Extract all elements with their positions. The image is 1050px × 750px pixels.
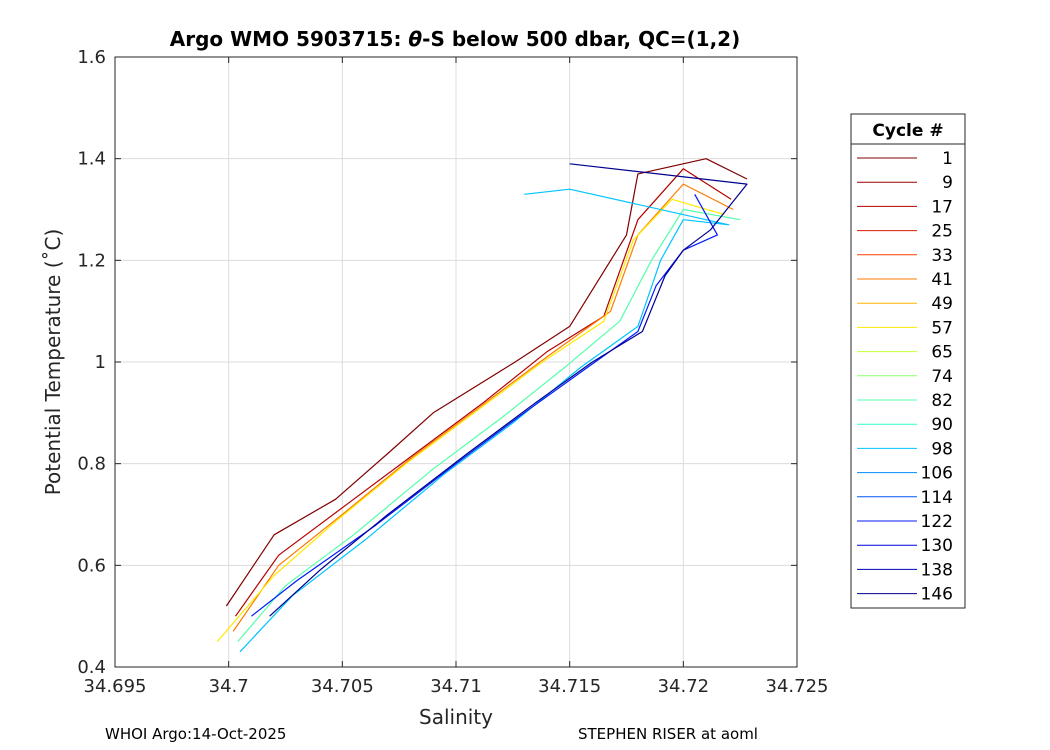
legend-entry-label: 41: [931, 270, 953, 290]
footer-right: STEPHEN RISER at aoml: [578, 725, 758, 743]
y-tick-label: 1.4: [77, 149, 106, 170]
y-tick-label: 1: [95, 352, 106, 373]
legend-entry-label: 74: [931, 367, 953, 387]
legend-entry-label: 138: [921, 560, 953, 580]
legend-entry-label: 9: [942, 173, 953, 193]
legend-entry-label: 106: [921, 464, 953, 484]
x-axis-label: Salinity: [419, 705, 493, 729]
legend-entry-label: 1: [942, 149, 953, 169]
x-tick-label: 34.71: [430, 676, 482, 697]
legend-title: Cycle #: [872, 121, 943, 141]
y-tick-label: 0.4: [77, 657, 106, 678]
footer-left: WHOI Argo:14-Oct-2025: [105, 725, 287, 743]
legend-entry-label: 90: [931, 415, 953, 435]
legend-entry-label: 130: [921, 536, 953, 556]
x-tick-label: 34.725: [766, 676, 829, 697]
series-lines: [216, 158, 748, 653]
legend-entry-label: 82: [931, 391, 953, 411]
x-tick-label: 34.695: [84, 676, 147, 697]
legend-entry-label: 65: [931, 343, 953, 363]
profile-line-cycle-98: [239, 188, 730, 653]
profile-line-cycle-146: [269, 163, 748, 617]
axis-ticks: 34.695 34.7 34.705 34.71 34.715 34.72 34.725 0.…: [77, 47, 828, 697]
legend-entry-label: 57: [931, 318, 953, 338]
y-tick-label: 1.6: [77, 47, 106, 68]
chart-title: Argo WMO 5903715: θ-S below 500 dbar, QC…: [170, 27, 740, 51]
y-tick-label: 0.8: [77, 454, 106, 475]
legend-entry-label: 114: [921, 488, 953, 508]
legend-entry-label: 98: [931, 439, 953, 459]
legend-entry-label: 146: [921, 585, 953, 605]
legend-entry-label: 33: [931, 246, 953, 266]
legend-entry-label: 49: [931, 294, 953, 314]
legend-entry-label: 122: [921, 512, 953, 532]
legend-entry-label: 17: [931, 197, 953, 217]
x-tick-label: 34.705: [311, 676, 374, 697]
x-tick-label: 34.72: [658, 676, 710, 697]
profile-line-cycle-120: [251, 194, 718, 617]
legend-box: [850, 113, 966, 609]
y-axis-label: Potential Temperature (˚C): [41, 229, 65, 496]
x-tick-label: 34.7: [209, 676, 249, 697]
x-tick-label: 34.715: [538, 676, 601, 697]
profile-line-cycle-1: [225, 158, 748, 607]
profile-line-cycle-80: [237, 208, 741, 642]
legend: Cycle # 1 9 17 25 33 41 49 57 65 74 82 90 98 106 114 12…: [850, 113, 966, 609]
y-tick-label: 1.2: [77, 250, 106, 271]
y-tick-label: 0.6: [77, 555, 106, 576]
profile-line-cycle-20: [235, 168, 732, 617]
legend-entry-label: 25: [931, 222, 953, 242]
profile-line-cycle-57: [216, 198, 725, 642]
